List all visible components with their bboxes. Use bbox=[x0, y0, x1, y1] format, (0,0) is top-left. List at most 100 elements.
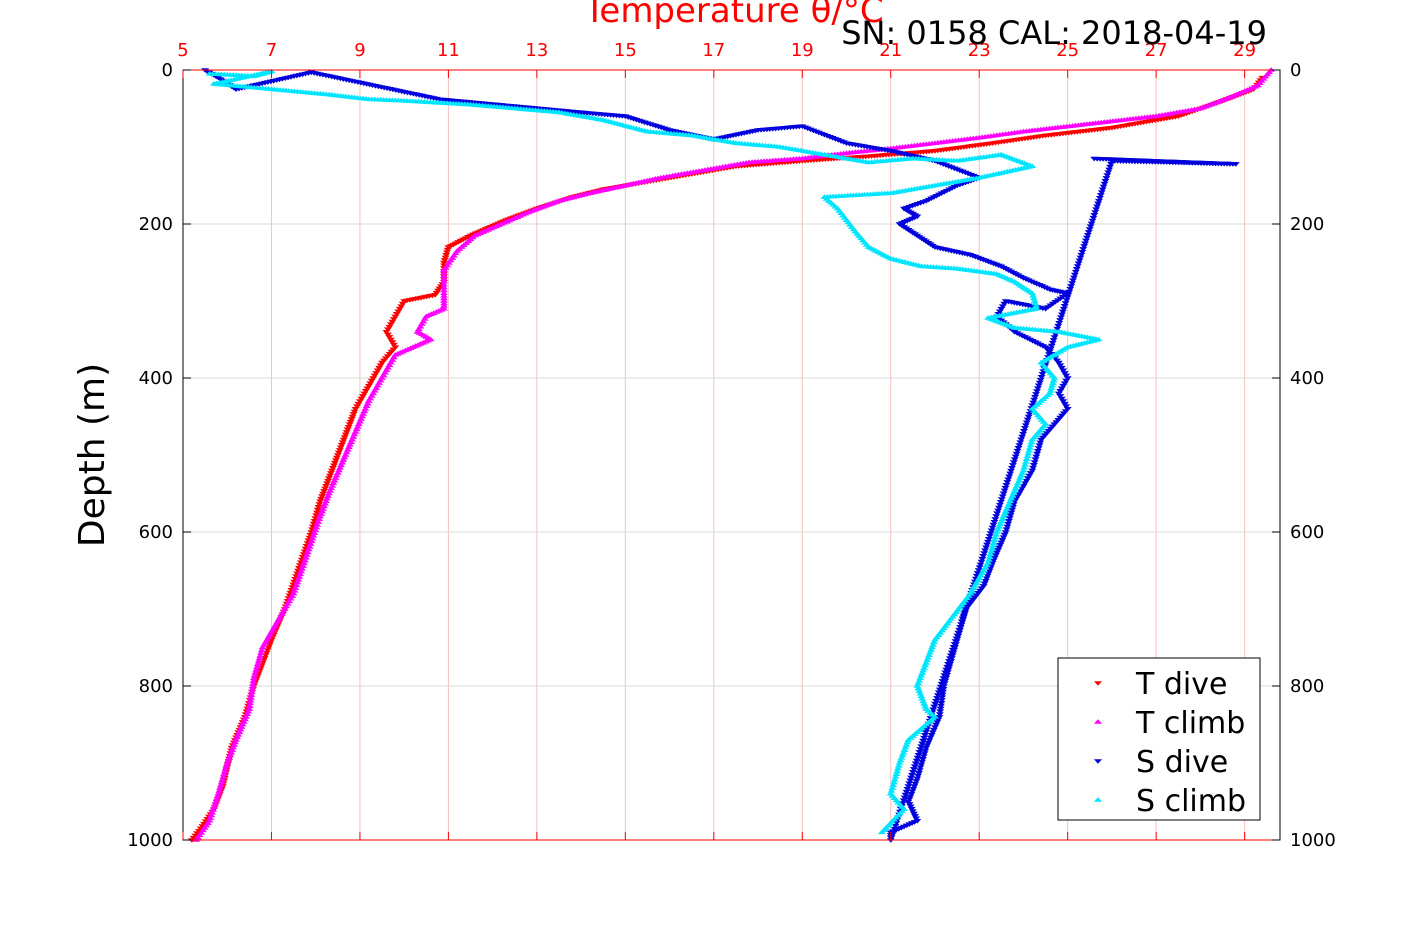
data-point bbox=[1104, 170, 1113, 176]
x-tick-label: 17 bbox=[702, 40, 725, 61]
data-point bbox=[1035, 380, 1044, 386]
data-point bbox=[999, 491, 1008, 497]
data-point bbox=[1038, 372, 1047, 377]
data-point bbox=[363, 386, 372, 392]
data-point bbox=[367, 378, 376, 384]
data-point bbox=[937, 701, 946, 706]
data-point bbox=[255, 655, 264, 661]
data-point bbox=[1013, 448, 1022, 454]
data-point bbox=[929, 707, 938, 713]
data-point bbox=[1076, 255, 1085, 261]
data-point bbox=[1005, 474, 1014, 480]
data-point bbox=[1046, 346, 1055, 352]
data-point bbox=[915, 750, 924, 755]
data-point bbox=[1095, 196, 1104, 201]
data-point bbox=[1004, 477, 1013, 482]
data-point bbox=[290, 588, 299, 593]
data-point bbox=[990, 519, 999, 525]
data-point bbox=[932, 722, 941, 728]
data-point bbox=[1005, 516, 1014, 521]
data-point bbox=[985, 554, 994, 559]
data-point bbox=[892, 771, 901, 776]
data-point bbox=[246, 697, 255, 703]
data-point bbox=[1080, 244, 1089, 249]
x-tick-label: 25 bbox=[1056, 40, 1079, 61]
data-point bbox=[925, 738, 934, 743]
data-point bbox=[325, 473, 334, 479]
data-point bbox=[206, 815, 215, 820]
data-point bbox=[1084, 230, 1093, 235]
data-point bbox=[1033, 451, 1042, 457]
data-point bbox=[328, 466, 337, 471]
data-point bbox=[1015, 477, 1024, 483]
data-point bbox=[308, 535, 317, 541]
data-point bbox=[439, 303, 448, 308]
data-point bbox=[348, 436, 357, 442]
data-point bbox=[934, 717, 943, 723]
data-point bbox=[935, 687, 944, 693]
data-point bbox=[323, 493, 332, 498]
data-point bbox=[1072, 267, 1081, 272]
data-point bbox=[1002, 506, 1011, 511]
data-point bbox=[229, 744, 238, 750]
data-point bbox=[909, 786, 918, 792]
data-point bbox=[400, 299, 409, 304]
data-point bbox=[1060, 381, 1069, 386]
data-point bbox=[919, 667, 928, 673]
data-point bbox=[375, 365, 384, 371]
data-point bbox=[1030, 298, 1039, 303]
data-point bbox=[439, 270, 448, 275]
data-point bbox=[1101, 178, 1110, 184]
data-point bbox=[383, 327, 392, 333]
data-point bbox=[1007, 495, 1016, 501]
data-point bbox=[921, 730, 930, 735]
data-point bbox=[318, 494, 327, 499]
data-point bbox=[918, 757, 927, 762]
data-point bbox=[1000, 511, 1009, 516]
data-point bbox=[994, 526, 1003, 532]
data-point bbox=[913, 755, 922, 761]
data-point bbox=[978, 556, 987, 562]
data-point bbox=[352, 404, 361, 410]
data-point bbox=[979, 554, 988, 559]
data-point bbox=[358, 394, 367, 399]
data-point bbox=[987, 528, 996, 534]
data-point bbox=[1037, 375, 1046, 380]
data-point bbox=[988, 543, 997, 548]
data-point bbox=[243, 711, 252, 717]
data-point bbox=[915, 688, 924, 693]
data-point bbox=[1090, 156, 1099, 162]
data-point bbox=[1032, 454, 1041, 460]
data-point bbox=[361, 406, 370, 411]
data-point bbox=[1059, 368, 1068, 374]
data-point bbox=[1009, 490, 1018, 496]
data-point bbox=[998, 304, 1007, 309]
data-point bbox=[898, 801, 907, 806]
data-point bbox=[218, 777, 227, 782]
data-point bbox=[944, 662, 953, 667]
data-point bbox=[362, 403, 371, 409]
data-point bbox=[252, 664, 261, 669]
data-point bbox=[232, 737, 241, 742]
data-point bbox=[1001, 485, 1010, 491]
data-point bbox=[349, 412, 358, 417]
data-point bbox=[982, 545, 991, 551]
data-point bbox=[347, 417, 356, 422]
data-point bbox=[922, 660, 931, 665]
data-point bbox=[1062, 298, 1071, 303]
data-point bbox=[949, 644, 958, 650]
data-point bbox=[244, 708, 253, 714]
data-point bbox=[359, 411, 368, 416]
data-point bbox=[240, 716, 249, 722]
data-point bbox=[1020, 481, 1029, 487]
data-point bbox=[1092, 207, 1101, 212]
data-point bbox=[215, 788, 224, 793]
data-point bbox=[233, 734, 242, 740]
data-point bbox=[1068, 281, 1077, 286]
data-point bbox=[1003, 503, 1012, 509]
data-point bbox=[983, 539, 992, 545]
data-point bbox=[331, 458, 340, 463]
data-point bbox=[927, 647, 936, 652]
data-point bbox=[1054, 360, 1063, 366]
data-point bbox=[887, 835, 896, 840]
